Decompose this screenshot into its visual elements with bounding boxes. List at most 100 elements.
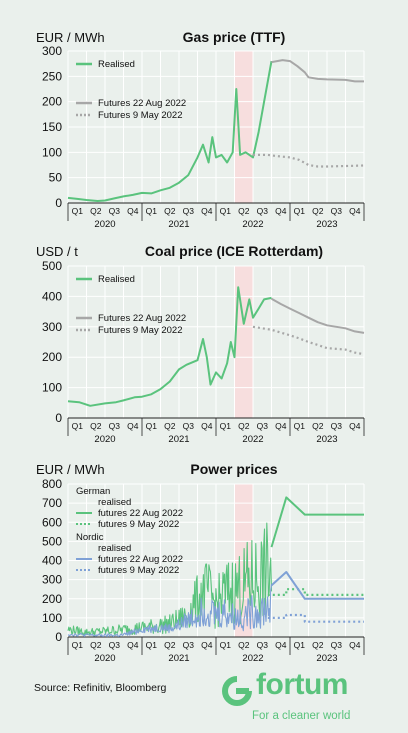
series-line bbox=[267, 588, 364, 597]
x-tick-label: Q1 bbox=[294, 421, 306, 431]
legend-label: Futures 9 May 2022 bbox=[98, 325, 183, 336]
year-label: 2022 bbox=[242, 219, 263, 230]
x-tick-label: Q1 bbox=[146, 206, 158, 216]
x-tick-label: Q4 bbox=[349, 421, 361, 431]
x-tick-label: Q2 bbox=[90, 640, 102, 650]
chart-title: Coal price (ICE Rotterdam) bbox=[145, 243, 323, 259]
x-tick-label: Q3 bbox=[331, 206, 343, 216]
year-label: 2021 bbox=[168, 653, 189, 664]
series-line bbox=[270, 496, 364, 548]
x-tick-label: Q2 bbox=[238, 421, 250, 431]
source-note: Source: Refinitiv, Bloomberg bbox=[34, 682, 167, 694]
x-tick-label: Q2 bbox=[238, 640, 250, 650]
fortum-logo-icon bbox=[222, 676, 252, 706]
series-line bbox=[252, 325, 365, 356]
y-tick-label: 400 bbox=[42, 289, 62, 303]
y-tick-label: 100 bbox=[42, 381, 62, 395]
x-tick-label: Q1 bbox=[72, 421, 84, 431]
x-tick-label: Q1 bbox=[294, 640, 306, 650]
y-tick-label: 600 bbox=[42, 515, 62, 529]
year-label: 2021 bbox=[168, 219, 189, 230]
brand-name: fortum bbox=[256, 668, 348, 701]
series-line bbox=[271, 297, 365, 334]
y-tick-label: 300 bbox=[42, 44, 62, 58]
brand-logo: fortum For a cleaner world bbox=[222, 668, 372, 728]
year-label: 2020 bbox=[94, 434, 115, 445]
x-tick-label: Q2 bbox=[312, 421, 324, 431]
y-tick-label: 200 bbox=[42, 350, 62, 364]
y-tick-label: 150 bbox=[42, 120, 62, 134]
year-label: 2021 bbox=[168, 434, 189, 445]
x-tick-label: Q3 bbox=[331, 640, 343, 650]
x-tick-label: Q4 bbox=[349, 206, 361, 216]
x-tick-label: Q1 bbox=[146, 421, 158, 431]
x-tick-label: Q4 bbox=[127, 206, 139, 216]
legend-label: realised bbox=[98, 543, 131, 554]
legend-group-title: Nordic bbox=[76, 532, 104, 543]
series-line bbox=[67, 286, 272, 407]
x-tick-label: Q4 bbox=[201, 421, 213, 431]
x-tick-label: Q3 bbox=[109, 421, 121, 431]
y-tick-label: 300 bbox=[42, 573, 62, 587]
x-tick-label: Q3 bbox=[183, 640, 195, 650]
x-tick-label: Q3 bbox=[109, 206, 121, 216]
x-tick-label: Q3 bbox=[109, 640, 121, 650]
y-tick-label: 500 bbox=[42, 259, 62, 273]
year-label: 2020 bbox=[94, 219, 115, 230]
y-tick-label: 200 bbox=[42, 95, 62, 109]
legend-label: Futures 22 Aug 2022 bbox=[98, 313, 186, 324]
x-tick-label: Q2 bbox=[312, 640, 324, 650]
x-tick-label: Q2 bbox=[164, 421, 176, 431]
x-tick-label: Q2 bbox=[90, 206, 102, 216]
y-tick-label: 400 bbox=[42, 554, 62, 568]
year-label: 2023 bbox=[316, 653, 337, 664]
x-tick-label: Q4 bbox=[275, 640, 287, 650]
x-tick-label: Q3 bbox=[183, 421, 195, 431]
x-tick-label: Q2 bbox=[164, 206, 176, 216]
y-tick-label: 0 bbox=[55, 411, 62, 425]
y-tick-label: 0 bbox=[55, 630, 62, 644]
legend-label: futures 9 May 2022 bbox=[98, 565, 179, 576]
x-tick-label: Q3 bbox=[257, 640, 269, 650]
y-tick-label: 700 bbox=[42, 496, 62, 510]
legend-label: Futures 22 Aug 2022 bbox=[98, 98, 186, 109]
year-label: 2023 bbox=[316, 434, 337, 445]
legend-label: futures 22 Aug 2022 bbox=[98, 508, 183, 519]
legend-label: Futures 9 May 2022 bbox=[98, 110, 183, 121]
x-tick-label: Q4 bbox=[275, 421, 287, 431]
chart-title: Power prices bbox=[190, 461, 277, 477]
series-line bbox=[271, 59, 364, 83]
x-tick-label: Q1 bbox=[72, 206, 84, 216]
x-tick-label: Q1 bbox=[294, 206, 306, 216]
y-tick-label: 250 bbox=[42, 69, 62, 83]
y-tick-label: 100 bbox=[42, 145, 62, 159]
x-tick-label: Q1 bbox=[72, 640, 84, 650]
series-line bbox=[67, 584, 273, 638]
legend-label: realised bbox=[98, 497, 131, 508]
x-tick-label: Q1 bbox=[220, 640, 232, 650]
x-tick-label: Q1 bbox=[220, 421, 232, 431]
brand-tagline: For a cleaner world bbox=[252, 710, 351, 722]
x-tick-label: Q4 bbox=[127, 640, 139, 650]
y-tick-label: 200 bbox=[42, 592, 62, 606]
x-tick-label: Q4 bbox=[127, 421, 139, 431]
legend-label: futures 9 May 2022 bbox=[98, 519, 179, 530]
y-axis-unit: EUR / MWh bbox=[36, 30, 105, 45]
series-line bbox=[67, 60, 273, 202]
legend-label: Realised bbox=[98, 59, 135, 70]
x-tick-label: Q2 bbox=[164, 640, 176, 650]
x-tick-label: Q4 bbox=[275, 206, 287, 216]
x-tick-label: Q3 bbox=[257, 421, 269, 431]
legend-group-title: German bbox=[76, 486, 110, 497]
series-line bbox=[267, 613, 364, 623]
series-line bbox=[253, 153, 365, 168]
y-tick-label: 500 bbox=[42, 534, 62, 548]
x-tick-label: Q1 bbox=[220, 206, 232, 216]
x-tick-label: Q2 bbox=[90, 421, 102, 431]
y-axis-unit: USD / t bbox=[36, 244, 78, 259]
x-tick-label: Q3 bbox=[331, 421, 343, 431]
series-line bbox=[270, 571, 364, 600]
y-tick-label: 50 bbox=[49, 171, 63, 185]
x-tick-label: Q3 bbox=[183, 206, 195, 216]
